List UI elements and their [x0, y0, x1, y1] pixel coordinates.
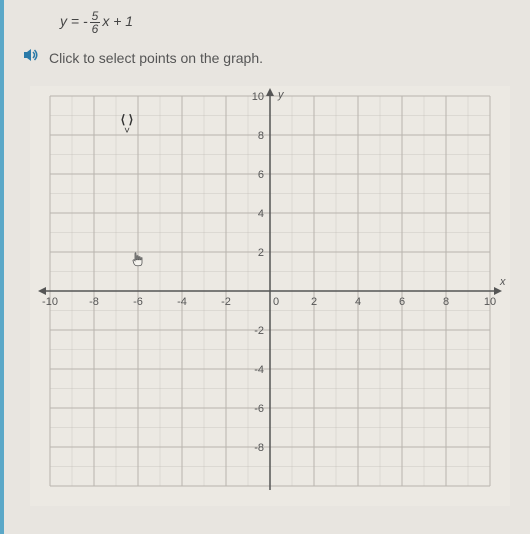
svg-text:2: 2: [311, 296, 317, 308]
left-accent-bar: [0, 0, 4, 534]
svg-text:-4: -4: [177, 296, 187, 308]
svg-text:0: 0: [273, 296, 279, 308]
eq-var: x: [102, 13, 109, 29]
eq-equals: =: [71, 13, 79, 29]
eq-plus: + 1: [113, 13, 133, 29]
svg-text:-2: -2: [254, 325, 264, 337]
svg-text:10: 10: [252, 91, 264, 103]
instruction-row: Click to select points on the graph.: [23, 47, 515, 68]
svg-text:-4: -4: [254, 364, 264, 376]
svg-text:4: 4: [258, 208, 264, 220]
eq-fraction: 56: [90, 10, 101, 35]
svg-text:x: x: [499, 276, 506, 288]
svg-text:-6: -6: [133, 296, 143, 308]
audio-icon[interactable]: [23, 47, 41, 68]
svg-text:4: 4: [355, 296, 361, 308]
svg-text:-2: -2: [221, 296, 231, 308]
svg-text:10: 10: [484, 296, 496, 308]
instruction-text: Click to select points on the graph.: [49, 50, 263, 66]
svg-text:6: 6: [399, 296, 405, 308]
coordinate-grid[interactable]: -10-8-6-4-20246810108642-2-4-6-8xy⟨ ⟩˅: [30, 86, 510, 506]
eq-neg: -: [83, 13, 88, 29]
svg-text:2: 2: [258, 247, 264, 259]
eq-denominator: 6: [90, 23, 101, 35]
svg-text:8: 8: [258, 130, 264, 142]
svg-text:-10: -10: [42, 296, 58, 308]
svg-text:⟨ ⟩: ⟨ ⟩: [121, 112, 134, 126]
graph-area[interactable]: -10-8-6-4-20246810108642-2-4-6-8xy⟨ ⟩˅: [30, 86, 510, 506]
svg-text:-8: -8: [254, 442, 264, 454]
svg-text:-8: -8: [89, 296, 99, 308]
equation: y = -56x + 1: [60, 10, 515, 35]
svg-text:˅: ˅: [124, 125, 130, 136]
svg-text:6: 6: [258, 169, 264, 181]
svg-text:-6: -6: [254, 403, 264, 415]
svg-text:8: 8: [443, 296, 449, 308]
eq-lhs: y: [60, 13, 67, 29]
